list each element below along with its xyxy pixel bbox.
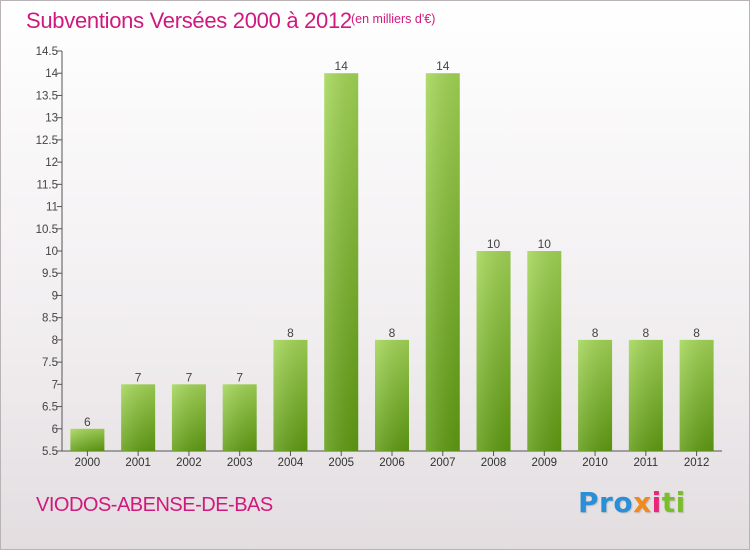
bar-shade — [222, 384, 257, 451]
x-tick-label: 2008 — [481, 457, 507, 469]
data-label: 7 — [186, 370, 193, 384]
x-tick-label: 2007 — [430, 457, 456, 469]
logo-part: x — [633, 486, 652, 519]
bar-shade — [679, 339, 714, 451]
x-tick-label: 2006 — [379, 457, 405, 469]
y-tick-label: 8 — [52, 335, 58, 347]
data-label: 14 — [436, 59, 450, 73]
y-tick-label: 13.5 — [36, 90, 58, 102]
y-axis: 5.5 6 6.5 7 7.5 8 8.5 9 9.5 10 10.5 11 11.5 12 12.5 13 1… — [36, 46, 63, 458]
y-tick-label: 9.5 — [42, 268, 58, 280]
bar-shade — [121, 384, 156, 451]
x-tick-label: 2011 — [633, 457, 658, 469]
x-tick-label: 2002 — [176, 457, 202, 469]
bar-shade — [375, 339, 409, 451]
y-tick-label: 12 — [45, 157, 58, 169]
data-label: 8 — [643, 326, 650, 340]
x-tick-label: 2000 — [75, 457, 101, 469]
bar-shade — [70, 428, 105, 451]
data-label: 14 — [335, 59, 349, 73]
y-tick-label: 7.5 — [42, 357, 58, 369]
y-tick-label: 6 — [52, 424, 58, 436]
commune-name: VIODOS-ABENSE-DE-BAS — [36, 494, 273, 516]
data-labels: 6 7 7 7 8 14 8 14 10 10 8 8 8 — [84, 59, 700, 429]
proxiti-logo[interactable]: Proxiti — [578, 486, 686, 519]
bar-shade — [273, 339, 308, 451]
data-label: 7 — [236, 370, 243, 384]
data-label: 10 — [487, 237, 501, 251]
y-tick-label: 10.5 — [36, 224, 58, 236]
data-label: 8 — [693, 326, 700, 340]
x-tick-label: 2004 — [278, 457, 304, 469]
data-label: 8 — [592, 326, 599, 340]
x-tick-label: 2009 — [532, 457, 558, 469]
data-label: 10 — [538, 237, 552, 251]
x-axis: 2000 2001 2002 2003 2004 2005 2006 2007 2008 2009… — [62, 450, 722, 469]
y-tick-label: 14 — [45, 68, 58, 80]
y-tick-label: 11.5 — [36, 179, 58, 191]
logo-part: i — [651, 486, 662, 519]
bar-shade — [324, 73, 359, 451]
y-tick-label: 5.5 — [42, 446, 58, 458]
data-label: 8 — [389, 326, 396, 340]
y-tick-label: 11 — [46, 202, 58, 214]
logo-part: ti — [661, 486, 686, 519]
x-tick-label: 2012 — [684, 457, 710, 469]
chart-unit: (en milliers d'€) — [351, 12, 436, 26]
bar-shade — [628, 339, 663, 451]
data-label: 6 — [84, 415, 91, 429]
y-tick-label: 6.5 — [42, 402, 58, 414]
y-tick-label: 9 — [52, 290, 58, 302]
y-tick-label: 8.5 — [42, 313, 58, 325]
chart-title: Subventions Versées 2000 à 2012 — [26, 8, 352, 33]
x-tick-label: 2005 — [328, 457, 354, 469]
y-tick-label: 14.5 — [36, 46, 58, 58]
bar-shade — [476, 251, 511, 451]
data-label: 8 — [287, 326, 294, 340]
logo-part: Pro — [578, 486, 634, 519]
bar-shade — [527, 251, 562, 451]
bars — [70, 73, 714, 451]
bar-shade — [425, 73, 460, 451]
x-tick-label: 2003 — [227, 457, 253, 469]
y-tick-label: 12.5 — [36, 135, 58, 147]
data-label: 7 — [135, 370, 142, 384]
x-tick-label: 2010 — [582, 457, 608, 469]
y-tick-label: 7 — [52, 379, 58, 391]
y-tick-label: 13 — [45, 113, 58, 125]
bar-shade — [578, 339, 613, 451]
x-tick-label: 2001 — [125, 457, 151, 469]
bar-shade — [171, 384, 206, 451]
y-tick-label: 10 — [45, 246, 58, 258]
